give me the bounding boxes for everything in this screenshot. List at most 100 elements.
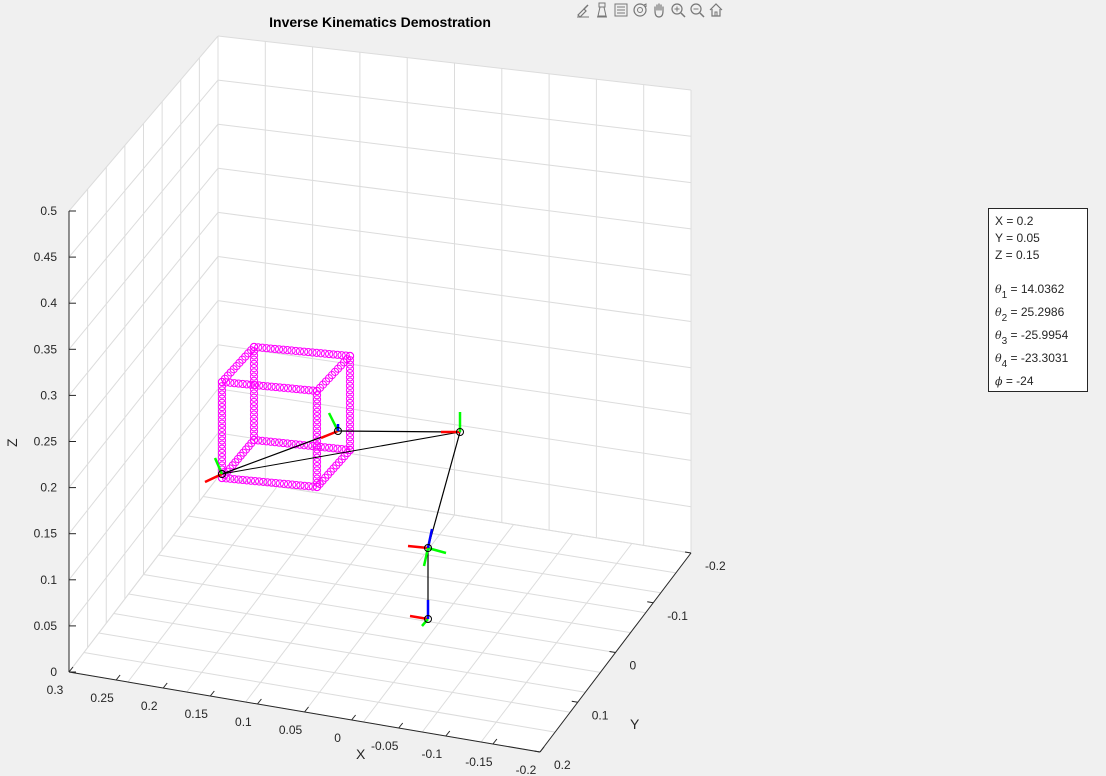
grid-line <box>68 476 219 673</box>
cube-marker <box>249 380 259 390</box>
cube-marker <box>234 379 243 388</box>
cube-marker <box>279 383 289 392</box>
brush-button[interactable] <box>573 1 592 20</box>
cube-marker <box>249 402 259 411</box>
cube-marker <box>296 385 305 394</box>
x-tick-mark <box>209 690 215 697</box>
z-tick-label: 0.05 <box>34 619 58 633</box>
grid-line <box>68 344 219 535</box>
cube-marker <box>304 482 313 491</box>
cube-marker <box>279 438 288 448</box>
x-tick-label: -0.15 <box>465 755 493 769</box>
cube-marker <box>217 394 227 403</box>
cube-marker <box>249 342 259 352</box>
floor-pane <box>69 477 691 752</box>
cube-marker <box>254 436 263 445</box>
cube-marker <box>295 440 305 449</box>
cube-marker <box>249 385 259 394</box>
cube-marker <box>345 398 355 408</box>
cube-marker <box>249 368 259 377</box>
theta1-value: = 14.0362 <box>1007 282 1065 296</box>
cube-marker <box>312 416 322 425</box>
grid-line <box>480 543 633 743</box>
cube-marker <box>217 423 227 433</box>
cube-marker <box>217 398 227 407</box>
rotate-3d-button[interactable] <box>630 1 649 20</box>
zoom-out-button[interactable] <box>687 1 706 20</box>
joint-marker <box>456 428 464 436</box>
x-tick-mark <box>162 682 168 689</box>
legend-button[interactable] <box>611 1 630 20</box>
robot-arm <box>204 412 464 627</box>
cube-marker <box>226 474 235 483</box>
x-tick-mark <box>115 674 121 681</box>
frame-y-axis <box>421 618 429 627</box>
target-x-value: X = 0.2 <box>995 214 1034 228</box>
grid-line <box>127 486 278 683</box>
arm-link <box>221 430 339 475</box>
cube-marker <box>249 410 259 419</box>
cube-marker <box>345 437 355 446</box>
cube-marker <box>345 364 355 373</box>
grid-line <box>68 432 219 627</box>
theta-symbol: θ <box>995 329 1002 342</box>
rotate-3d-icon <box>632 3 647 17</box>
cube-marker <box>259 381 268 391</box>
cube-marker <box>312 403 322 412</box>
cube-marker <box>300 385 309 394</box>
cube-marker <box>283 384 293 393</box>
data-tips-icon <box>596 2 607 18</box>
cube-marker <box>249 372 259 381</box>
x-tick-mark <box>445 730 451 737</box>
theta3-line: θ3 = -25.9954 <box>995 327 1087 350</box>
cube-marker <box>249 418 259 428</box>
theta3-value: = -25.9954 <box>1007 328 1069 342</box>
cube-marker <box>217 457 227 466</box>
grid-line <box>421 533 574 733</box>
y-tick-mark <box>571 700 578 703</box>
cube-marker <box>329 444 338 453</box>
cube-marker <box>217 444 227 453</box>
z-tick-label: 0.15 <box>34 527 58 541</box>
joint-marker <box>424 615 432 623</box>
joint-marker <box>334 427 342 435</box>
theta4-line: θ4 = -23.3031 <box>995 350 1087 373</box>
theta1-line: θ1 = 14.0362 <box>995 281 1087 304</box>
data-tips-button[interactable] <box>592 1 611 20</box>
pan-hand-icon <box>653 3 664 18</box>
arm-link <box>337 430 461 433</box>
x-tick-mark <box>257 698 262 705</box>
axes-toolbar <box>573 0 725 20</box>
x-tick-label: 0.05 <box>279 723 303 737</box>
home-button[interactable] <box>706 1 725 20</box>
cube-marker <box>312 424 322 433</box>
cube-marker <box>312 457 322 467</box>
cube-marker <box>287 439 296 449</box>
y-tick-label: 0 <box>630 659 637 673</box>
info-spacer <box>995 264 1087 281</box>
theta-subscript: 3 <box>1001 336 1008 347</box>
cube-marker <box>312 442 321 451</box>
cube-marker <box>238 475 247 485</box>
cube-marker <box>299 347 309 356</box>
cube-marker <box>275 479 284 488</box>
pan-button[interactable] <box>649 1 668 20</box>
cube-marker <box>308 348 317 357</box>
y-tick-mark <box>647 601 654 604</box>
cube-marker <box>345 386 355 395</box>
cube-marker <box>345 433 355 442</box>
z-tick-label: 0.5 <box>40 204 57 218</box>
cube-marker <box>304 386 313 395</box>
cube-marker <box>217 382 227 391</box>
cube-marker <box>345 407 355 416</box>
x-tick-label: 0 <box>334 731 341 745</box>
cube-marker <box>345 445 355 455</box>
zoom-in-button[interactable] <box>668 1 687 20</box>
cube-marker <box>291 346 300 356</box>
cube-marker <box>300 481 309 490</box>
x-tick-mark <box>68 666 74 673</box>
y-axis-label: Y <box>630 716 640 732</box>
grid-line <box>362 524 515 723</box>
cube-marker <box>279 345 288 354</box>
